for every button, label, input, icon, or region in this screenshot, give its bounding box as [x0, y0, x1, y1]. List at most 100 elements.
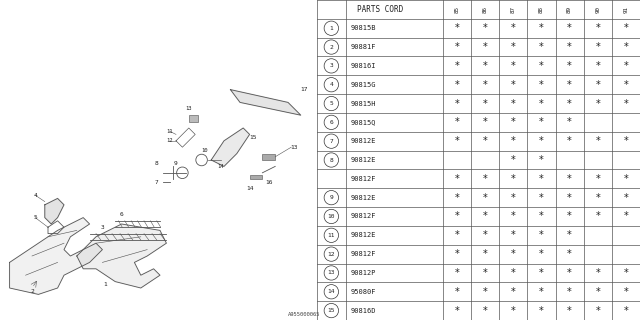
Text: *: *	[595, 42, 600, 52]
Text: 90881F: 90881F	[351, 44, 376, 50]
Text: 5: 5	[330, 101, 333, 106]
Text: *: *	[595, 212, 600, 221]
Text: 13: 13	[186, 106, 192, 111]
Text: *: *	[511, 23, 516, 33]
Text: *: *	[511, 61, 516, 71]
Text: 7: 7	[330, 139, 333, 144]
Text: *: *	[539, 155, 544, 165]
Text: 95080F: 95080F	[351, 289, 376, 295]
Polygon shape	[230, 90, 301, 115]
Text: *: *	[483, 230, 488, 240]
Text: *: *	[483, 42, 488, 52]
Text: *: *	[567, 249, 572, 259]
Text: *: *	[511, 212, 516, 221]
Text: *: *	[454, 230, 460, 240]
Text: *: *	[567, 230, 572, 240]
Text: 15: 15	[249, 135, 257, 140]
Text: *: *	[623, 193, 628, 203]
Text: 15: 15	[328, 308, 335, 313]
Text: *: *	[454, 99, 460, 108]
Text: *: *	[539, 230, 544, 240]
Text: *: *	[595, 193, 600, 203]
Polygon shape	[45, 198, 64, 224]
Text: *: *	[483, 117, 488, 127]
Text: *: *	[623, 42, 628, 52]
Polygon shape	[77, 224, 166, 288]
Text: *: *	[511, 249, 516, 259]
Text: *: *	[539, 268, 544, 278]
Text: *: *	[454, 117, 460, 127]
Text: *: *	[511, 306, 516, 316]
Text: 8: 8	[155, 161, 159, 166]
Text: 3: 3	[330, 63, 333, 68]
Text: *: *	[454, 287, 460, 297]
Text: *: *	[483, 268, 488, 278]
Text: *: *	[454, 174, 460, 184]
Text: 90812E: 90812E	[351, 157, 376, 163]
Text: 4: 4	[33, 193, 37, 198]
Text: 90812F: 90812F	[351, 176, 376, 182]
Text: *: *	[454, 23, 460, 33]
Text: 90812F: 90812F	[351, 251, 376, 257]
Text: 89: 89	[567, 6, 572, 13]
Text: *: *	[511, 193, 516, 203]
Text: *: *	[623, 136, 628, 146]
Text: *: *	[595, 174, 600, 184]
Text: 12: 12	[328, 252, 335, 257]
Text: 13: 13	[291, 145, 298, 150]
Text: *: *	[567, 306, 572, 316]
Text: 8: 8	[330, 157, 333, 163]
Polygon shape	[211, 128, 250, 166]
Text: *: *	[454, 193, 460, 203]
Text: *: *	[483, 80, 488, 90]
Text: 9: 9	[330, 195, 333, 200]
Text: 90: 90	[595, 6, 600, 13]
Bar	[189, 115, 198, 122]
Text: 4: 4	[330, 82, 333, 87]
Text: PARTS CORD: PARTS CORD	[356, 5, 403, 14]
Text: *: *	[511, 42, 516, 52]
Text: *: *	[567, 212, 572, 221]
Text: *: *	[539, 174, 544, 184]
Text: *: *	[567, 136, 572, 146]
Text: 17: 17	[300, 87, 308, 92]
Text: A955000065: A955000065	[287, 312, 320, 317]
Text: 90815G: 90815G	[351, 82, 376, 88]
Text: 14: 14	[246, 186, 253, 191]
Text: *: *	[595, 99, 600, 108]
Text: *: *	[595, 306, 600, 316]
Text: 5: 5	[33, 215, 37, 220]
Text: *: *	[539, 136, 544, 146]
Text: 2: 2	[330, 44, 333, 50]
Text: *: *	[539, 80, 544, 90]
Text: 90815B: 90815B	[351, 25, 376, 31]
Text: *: *	[454, 136, 460, 146]
Text: 14: 14	[218, 164, 224, 169]
Text: *: *	[623, 99, 628, 108]
Text: 12: 12	[166, 138, 173, 143]
Text: *: *	[483, 136, 488, 146]
Text: *: *	[567, 268, 572, 278]
Text: 6: 6	[330, 120, 333, 125]
Text: 90812E: 90812E	[351, 232, 376, 238]
Text: *: *	[454, 80, 460, 90]
Text: *: *	[623, 23, 628, 33]
Text: *: *	[511, 287, 516, 297]
Text: 16: 16	[265, 180, 273, 185]
Text: *: *	[595, 61, 600, 71]
Text: *: *	[623, 212, 628, 221]
Text: 90812E: 90812E	[351, 138, 376, 144]
Text: *: *	[511, 117, 516, 127]
Text: 86: 86	[483, 6, 488, 13]
Text: *: *	[623, 174, 628, 184]
Text: *: *	[595, 136, 600, 146]
Text: *: *	[483, 249, 488, 259]
Text: *: *	[511, 174, 516, 184]
Text: 3: 3	[100, 225, 104, 230]
Text: *: *	[623, 61, 628, 71]
Text: *: *	[483, 61, 488, 71]
Text: *: *	[623, 287, 628, 297]
Text: *: *	[539, 99, 544, 108]
Text: 1: 1	[330, 26, 333, 31]
Text: 85: 85	[454, 6, 460, 13]
